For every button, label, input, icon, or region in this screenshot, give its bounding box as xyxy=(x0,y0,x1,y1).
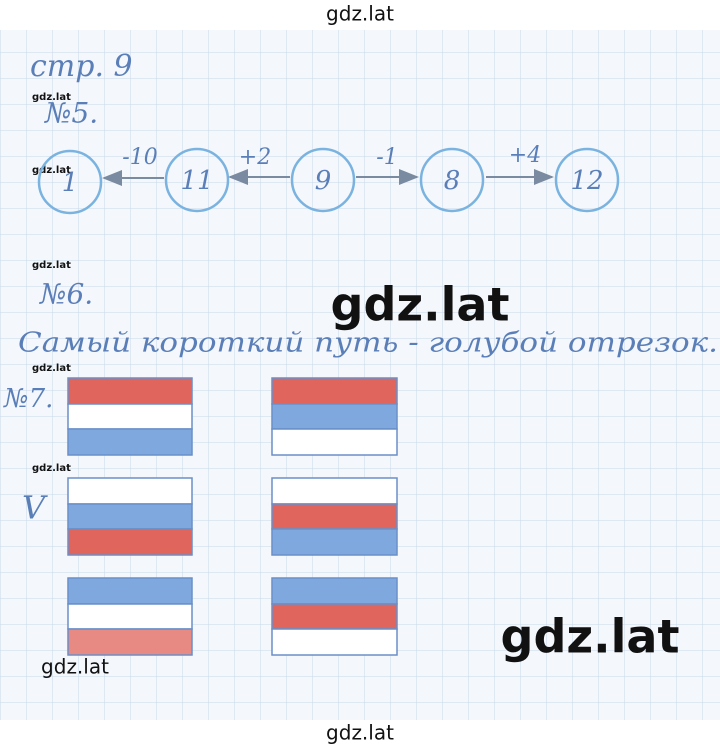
stripe xyxy=(67,528,193,556)
watermark: gdz.lat xyxy=(326,721,394,745)
stripe xyxy=(271,403,398,430)
stripe xyxy=(67,503,193,530)
edge-label: +4 xyxy=(509,143,541,168)
node-label: 11 xyxy=(180,166,213,196)
side-mark: gdz.lat xyxy=(32,363,71,374)
side-mark: gdz.lat xyxy=(32,260,71,271)
stripe xyxy=(271,603,398,630)
side-mark: gdz.lat xyxy=(32,165,71,176)
node-circle xyxy=(554,147,620,213)
stripe xyxy=(67,377,193,405)
stripe xyxy=(271,577,398,605)
answer-text: Самый короткий путь - голубой отрезок. xyxy=(18,328,718,359)
page-number: стр. 9 xyxy=(30,49,133,84)
watermark: gdz.lat xyxy=(331,278,510,332)
edge-label: -1 xyxy=(376,145,397,170)
watermark: gdz.lat xyxy=(41,655,109,679)
watermark: gdz.lat xyxy=(501,610,680,664)
flags xyxy=(67,377,398,656)
stripe xyxy=(271,503,398,530)
edge-label: -10 xyxy=(122,145,157,170)
side-mark: gdz.lat xyxy=(32,463,71,474)
node-label: 9 xyxy=(315,166,332,196)
stripe xyxy=(67,603,193,630)
stripe xyxy=(67,477,193,505)
task-label: №5. xyxy=(44,97,98,130)
side-mark: gdz.lat xyxy=(32,92,71,103)
stripe xyxy=(67,628,193,656)
watermark: gdz.lat xyxy=(326,2,394,26)
node-label: 12 xyxy=(570,166,603,196)
stripe xyxy=(271,477,398,505)
footer-band xyxy=(0,720,720,748)
node-label: 8 xyxy=(444,166,461,196)
stripe xyxy=(271,528,398,556)
stripe xyxy=(67,403,193,430)
stripe xyxy=(271,428,398,456)
stripe xyxy=(67,577,193,605)
edge-label: +2 xyxy=(239,145,271,170)
stripe xyxy=(67,428,193,456)
node-label: 1 xyxy=(62,168,79,198)
stripe xyxy=(271,377,398,405)
node-circle xyxy=(37,149,103,215)
node-circle xyxy=(290,147,356,213)
check-mark: V xyxy=(22,489,48,527)
node-circle xyxy=(419,147,485,213)
task-label: №7. xyxy=(3,384,53,414)
task-label: №6. xyxy=(39,278,93,311)
stripe xyxy=(271,628,398,656)
